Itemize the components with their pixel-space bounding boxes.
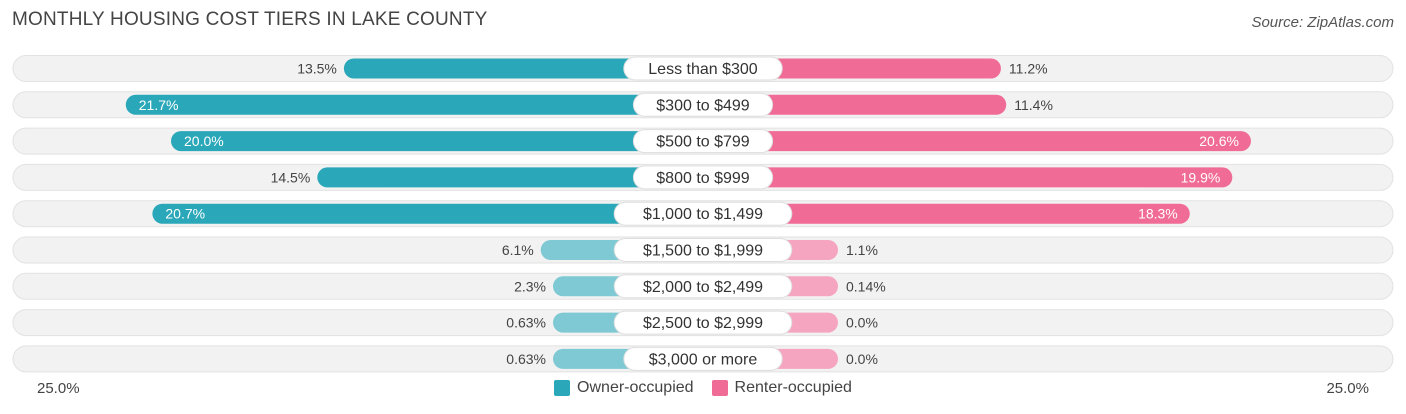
category-label-pill xyxy=(623,346,783,371)
chart-title: MONTHLY HOUSING COST TIERS IN LAKE COUNT… xyxy=(12,9,488,30)
axis-right-label: 25.0% xyxy=(1326,380,1369,397)
legend-item-owner[interactable]: Owner-occupied xyxy=(554,379,694,397)
owner-value-label: 14.5% xyxy=(271,169,311,185)
renter-bar xyxy=(703,203,1190,224)
owner-value-label: 13.5% xyxy=(297,61,337,77)
renter-value-label: 18.3% xyxy=(1138,206,1178,222)
owner-bar xyxy=(152,203,703,224)
diverging-bar-chart: 13.5% 11.2% Less than $300 21.7% 11.4% $300 t… xyxy=(12,55,1394,373)
category-label: $800 to $999 xyxy=(656,170,750,187)
renter-value-label: 1.1% xyxy=(846,242,878,258)
category-label: $1,500 to $1,999 xyxy=(643,243,763,260)
owner-bar xyxy=(317,167,703,188)
legend: Owner-occupied Renter-occupied xyxy=(0,379,1406,397)
category-label: Less than $300 xyxy=(648,61,758,78)
owner-bar xyxy=(125,94,703,115)
renter-value-label: 0.0% xyxy=(846,351,878,367)
category-label: $1,000 to $1,499 xyxy=(643,206,763,223)
category-label-pill xyxy=(613,238,793,262)
category-label-pill xyxy=(632,165,774,190)
renter-value-label: 0.14% xyxy=(846,278,886,294)
category-label: $300 to $499 xyxy=(656,97,750,114)
category-label-pill xyxy=(632,92,774,117)
category-label: $2,000 to $2,499 xyxy=(643,279,763,296)
owner-bar xyxy=(171,131,703,152)
category-label: $2,500 to $2,999 xyxy=(643,315,763,332)
category-label-pill xyxy=(613,310,793,335)
renter-bar xyxy=(703,94,1007,115)
source-label: Source: ZipAtlas.com xyxy=(1251,14,1394,31)
category-label-pill xyxy=(613,274,793,299)
category-label-pill xyxy=(613,201,793,226)
renter-value-label: 20.6% xyxy=(1199,133,1239,149)
renter-value-label: 0.0% xyxy=(846,315,878,331)
renter-swatch xyxy=(711,380,728,396)
renter-value-label: 11.2% xyxy=(1009,61,1048,77)
owner-value-label: 21.7% xyxy=(139,97,179,113)
legend-item-renter[interactable]: Renter-occupied xyxy=(711,379,852,397)
owner-value-label: 20.0% xyxy=(184,133,224,149)
owner-value-label: 20.7% xyxy=(165,206,205,222)
owner-value-label: 2.3% xyxy=(514,278,546,294)
renter-value-label: 11.4% xyxy=(1014,97,1053,113)
owner-swatch xyxy=(554,380,571,396)
owner-value-label: 6.1% xyxy=(502,242,534,258)
legend-owner-label: Owner-occupied xyxy=(577,379,694,396)
category-label: $3,000 or more xyxy=(649,351,758,368)
legend-renter-label: Renter-occupied xyxy=(734,379,852,396)
category-label: $500 to $799 xyxy=(656,134,750,151)
owner-bar xyxy=(343,58,703,79)
category-label-pill xyxy=(623,56,783,81)
renter-value-label: 19.9% xyxy=(1181,169,1221,185)
owner-value-label: 0.63% xyxy=(506,315,546,331)
category-label-pill xyxy=(632,129,774,154)
renter-bar xyxy=(703,167,1233,188)
axis-left-label: 25.0% xyxy=(37,380,80,397)
renter-bar xyxy=(703,131,1251,152)
owner-value-label: 0.63% xyxy=(506,351,546,367)
